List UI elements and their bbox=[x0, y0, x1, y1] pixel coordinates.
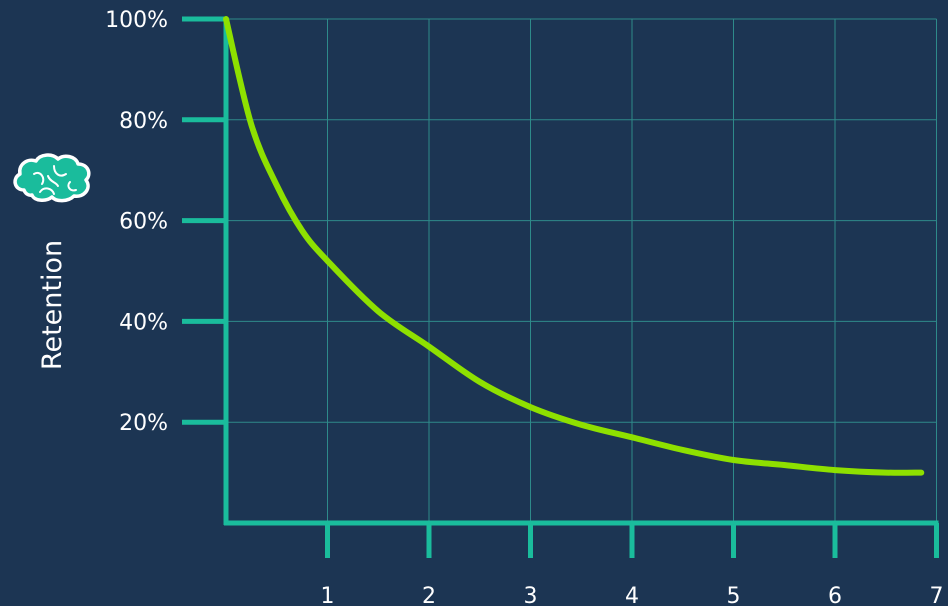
tick-labels: 20% 40% 60% 80% 100% 1 2 3 4 5 6 7 bbox=[105, 8, 943, 606]
y-tick-label: 80% bbox=[119, 109, 168, 134]
axes bbox=[182, 16, 939, 558]
y-tick-label: 100% bbox=[105, 8, 168, 33]
y-tick-label: 20% bbox=[119, 411, 168, 436]
x-tick-label: 7 bbox=[930, 584, 944, 606]
x-tick-label: 6 bbox=[828, 584, 842, 606]
retention-curve bbox=[223, 16, 925, 476]
x-tick-label: 4 bbox=[625, 584, 639, 606]
x-tick-label: 1 bbox=[321, 584, 335, 606]
series bbox=[223, 16, 925, 476]
y-axis-label: Retention bbox=[37, 240, 68, 370]
y-tick-label: 40% bbox=[119, 310, 168, 335]
brain-icon bbox=[13, 153, 91, 203]
x-tick-label: 2 bbox=[422, 584, 436, 606]
x-tick-label: 5 bbox=[727, 584, 741, 606]
grid bbox=[226, 18, 937, 523]
x-tick-label: 3 bbox=[524, 584, 538, 606]
y-tick-label: 60% bbox=[119, 210, 168, 235]
